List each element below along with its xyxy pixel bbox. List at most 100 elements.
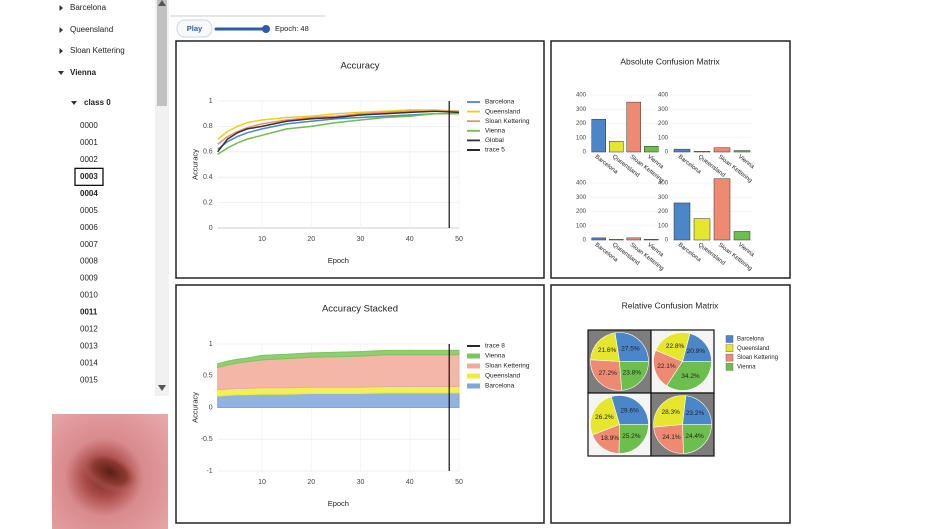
tree-item[interactable]: 0011 bbox=[80, 308, 98, 317]
legend-swatch[interactable] bbox=[725, 344, 734, 352]
x-tick-label: 10 bbox=[258, 236, 266, 243]
series-line bbox=[217, 112, 459, 150]
pie-slice bbox=[682, 395, 712, 425]
legend-label[interactable]: Queensland bbox=[485, 108, 520, 115]
tree-item[interactable]: 0006 bbox=[80, 223, 98, 232]
stacked-area bbox=[217, 349, 460, 369]
tree-item[interactable]: 0012 bbox=[80, 325, 98, 334]
tree-item[interactable]: 0002 bbox=[80, 155, 98, 164]
tree-site[interactable]: Sloan Kettering bbox=[70, 46, 125, 55]
y-tick-label: 300 bbox=[658, 107, 669, 113]
bar bbox=[693, 151, 711, 153]
y-tick-label: 300 bbox=[576, 195, 587, 201]
tree-class[interactable]: class 0 bbox=[84, 98, 111, 107]
legend-label[interactable]: Vienna bbox=[737, 364, 756, 370]
pie-value-label: 27.2% bbox=[598, 370, 617, 377]
y-tick-label: 0.2 bbox=[203, 199, 213, 206]
y-tick-label: 300 bbox=[658, 195, 669, 201]
tree-item[interactable]: 0007 bbox=[80, 240, 98, 249]
tree-item[interactable]: 0013 bbox=[80, 341, 98, 350]
y-tick-label: 0 bbox=[583, 238, 587, 244]
x-axis-label: Epoch bbox=[328, 499, 349, 508]
tree-item[interactable]: 0001 bbox=[80, 138, 98, 147]
series-line bbox=[217, 112, 459, 155]
tree-item[interactable]: 0015 bbox=[80, 375, 98, 384]
x-tick-label: 50 bbox=[455, 479, 463, 486]
tree-toggle[interactable] bbox=[59, 27, 64, 33]
y-axis-label: Accuracy bbox=[191, 392, 200, 423]
y-tick-label: 100 bbox=[658, 223, 669, 229]
pie-value-label: 25.2% bbox=[622, 433, 641, 440]
play-button[interactable] bbox=[176, 19, 213, 38]
y-tick-label: 400 bbox=[576, 181, 587, 187]
y-tick-label: 0.6 bbox=[203, 149, 213, 156]
pie-value-label: 24.4% bbox=[685, 433, 704, 440]
pie-value-label: 29.6% bbox=[620, 408, 639, 415]
pie-value-label: 27.5% bbox=[621, 345, 640, 352]
tree-toggle[interactable] bbox=[59, 5, 64, 11]
series-line bbox=[217, 110, 460, 153]
pie-slice bbox=[655, 332, 691, 362]
pie-slice bbox=[653, 424, 684, 454]
legend-label[interactable]: Global bbox=[485, 137, 504, 144]
tree-item[interactable]: 0004 bbox=[80, 189, 98, 198]
legend-label[interactable]: trace 5 bbox=[485, 147, 505, 154]
legend-label[interactable]: Vienna bbox=[485, 128, 506, 135]
legend-label[interactable]: Sloan Kettering bbox=[485, 363, 530, 370]
tree-item[interactable]: 0008 bbox=[80, 257, 98, 266]
y-tick-label: -0.5 bbox=[201, 436, 213, 443]
tree-item[interactable]: 0000 bbox=[80, 121, 98, 130]
scroll-down-arrow[interactable] bbox=[158, 385, 166, 391]
tree-site[interactable]: Queensland bbox=[70, 25, 113, 34]
legend-label[interactable]: Sloan Kettering bbox=[737, 355, 778, 361]
pie-slice bbox=[614, 332, 649, 362]
bar bbox=[609, 141, 624, 153]
pie-value-label: 22.1% bbox=[657, 363, 676, 370]
pie-slice bbox=[610, 395, 649, 425]
legend-label[interactable]: trace 8 bbox=[485, 343, 505, 350]
legend-swatch[interactable] bbox=[725, 363, 734, 371]
tree-item[interactable]: 0010 bbox=[80, 291, 98, 300]
chart-title: Relative Confusion Matrix bbox=[622, 300, 720, 310]
y-tick-label: 100 bbox=[658, 135, 669, 141]
y-tick-label: 0 bbox=[209, 404, 213, 411]
legend-label[interactable]: Barcelona bbox=[485, 383, 515, 390]
bar bbox=[644, 146, 659, 153]
bar bbox=[626, 237, 641, 241]
bar bbox=[733, 231, 751, 241]
x-axis-label: Epoch bbox=[328, 256, 349, 265]
x-tick-label: 50 bbox=[455, 236, 463, 243]
y-tick-label: 200 bbox=[576, 209, 587, 215]
tree-item[interactable]: 0005 bbox=[80, 206, 98, 215]
tree-item[interactable]: 0014 bbox=[80, 358, 98, 367]
bar bbox=[626, 101, 641, 153]
bar bbox=[591, 237, 606, 241]
tree-toggle[interactable] bbox=[58, 71, 64, 75]
legend-label[interactable]: Vienna bbox=[485, 353, 506, 360]
legend-swatch[interactable] bbox=[725, 335, 734, 343]
tree-toggle[interactable] bbox=[59, 48, 64, 54]
pie-slice bbox=[590, 359, 623, 391]
legend-label[interactable]: Queensland bbox=[737, 346, 769, 352]
play-button-label[interactable]: Play bbox=[187, 24, 203, 33]
pie-slice bbox=[653, 349, 683, 387]
tree-item[interactable]: 0009 bbox=[80, 274, 98, 283]
legend-label[interactable]: Sloan Kettering bbox=[485, 118, 530, 125]
legend-label[interactable]: Queensland bbox=[485, 373, 520, 380]
legend-label[interactable]: Barcelona bbox=[485, 99, 515, 106]
legend-label[interactable]: Barcelona bbox=[737, 337, 765, 343]
series-line bbox=[217, 109, 460, 140]
scrollbar-thumb[interactable] bbox=[157, 0, 167, 106]
chart-title: Accuracy bbox=[340, 61, 379, 72]
tree-site[interactable]: Vienna bbox=[70, 68, 97, 77]
scroll-up-arrow[interactable] bbox=[158, 0, 166, 6]
bar bbox=[733, 150, 751, 153]
epoch-slider-handle[interactable] bbox=[262, 25, 270, 33]
x-tick-label: 10 bbox=[258, 479, 266, 486]
pie-slice bbox=[682, 333, 712, 362]
legend-swatch[interactable] bbox=[725, 353, 734, 362]
pie-slice bbox=[619, 361, 649, 391]
tree-toggle[interactable] bbox=[71, 101, 77, 105]
tree-item[interactable]: 0003 bbox=[80, 172, 98, 181]
tree-site[interactable]: Barcelona bbox=[70, 3, 107, 12]
